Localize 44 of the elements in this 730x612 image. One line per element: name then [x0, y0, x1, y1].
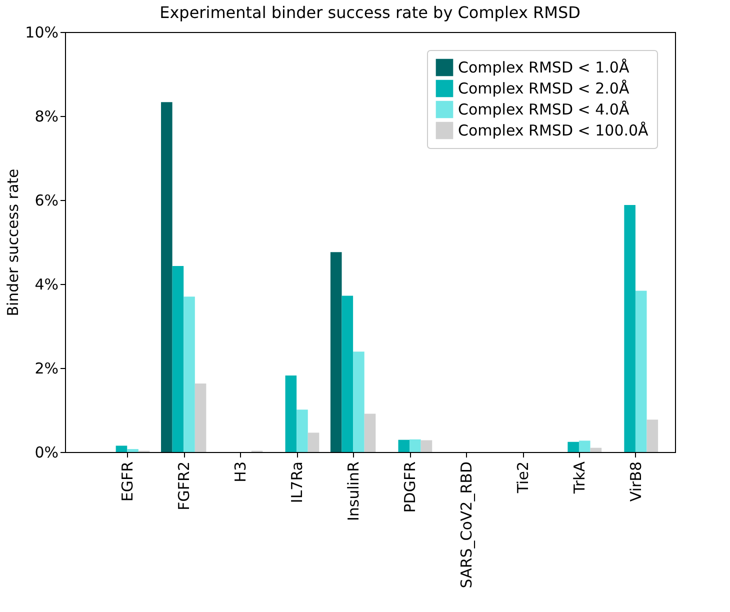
- bar: [308, 432, 320, 452]
- bar: [127, 449, 138, 452]
- legend-label: Complex RMSD < 1.0Å: [458, 58, 630, 76]
- y-tick-label: 8%: [34, 108, 58, 126]
- bar: [624, 205, 636, 452]
- bar: [635, 290, 647, 452]
- legend-label: Complex RMSD < 100.0Å: [458, 122, 650, 140]
- bar: [342, 296, 354, 452]
- bar: [578, 440, 590, 452]
- y-tick-label: 2%: [34, 360, 58, 378]
- x-tick-label: PDGFR: [401, 462, 420, 513]
- x-tick-label: IL7Ra: [288, 462, 306, 504]
- bar: [172, 266, 184, 452]
- bar: [330, 252, 342, 452]
- y-tick-label: 4%: [34, 276, 58, 294]
- bar: [194, 384, 206, 452]
- bar: [116, 446, 128, 452]
- x-tick-label: VirB8: [626, 462, 645, 502]
- bar: [364, 414, 376, 452]
- x-tick-label: FGFR2: [175, 462, 194, 510]
- y-axis-title: Binder success rate: [4, 168, 22, 316]
- bar: [398, 440, 410, 452]
- x-tick-label: InsulinR: [344, 462, 363, 522]
- chart-title: Experimental binder success rate by Complex RMSD: [160, 3, 580, 22]
- legend-label: Complex RMSD < 4.0Å: [458, 100, 630, 118]
- bar: [353, 352, 364, 452]
- bar: [296, 410, 308, 452]
- legend-label: Complex RMSD < 2.0Å: [458, 80, 630, 98]
- x-tick-label: Tie2: [514, 462, 532, 494]
- y-tick-label: 6%: [34, 192, 58, 210]
- bar: [568, 442, 579, 452]
- bar: [590, 448, 602, 452]
- x-tick-label: EGFR: [118, 462, 137, 502]
- bar: [420, 440, 432, 452]
- bar: [161, 102, 172, 452]
- y-tick-label: 0%: [34, 444, 58, 462]
- y-tick-label: 10%: [25, 24, 58, 42]
- x-tick-label: H3: [232, 462, 250, 482]
- bar: [410, 439, 421, 452]
- bar: [646, 420, 658, 452]
- bar: [285, 376, 297, 452]
- x-tick-label: SARS_CoV2_RBD: [458, 462, 476, 588]
- bar: [184, 296, 195, 452]
- x-tick-label: TrkA: [570, 460, 588, 495]
